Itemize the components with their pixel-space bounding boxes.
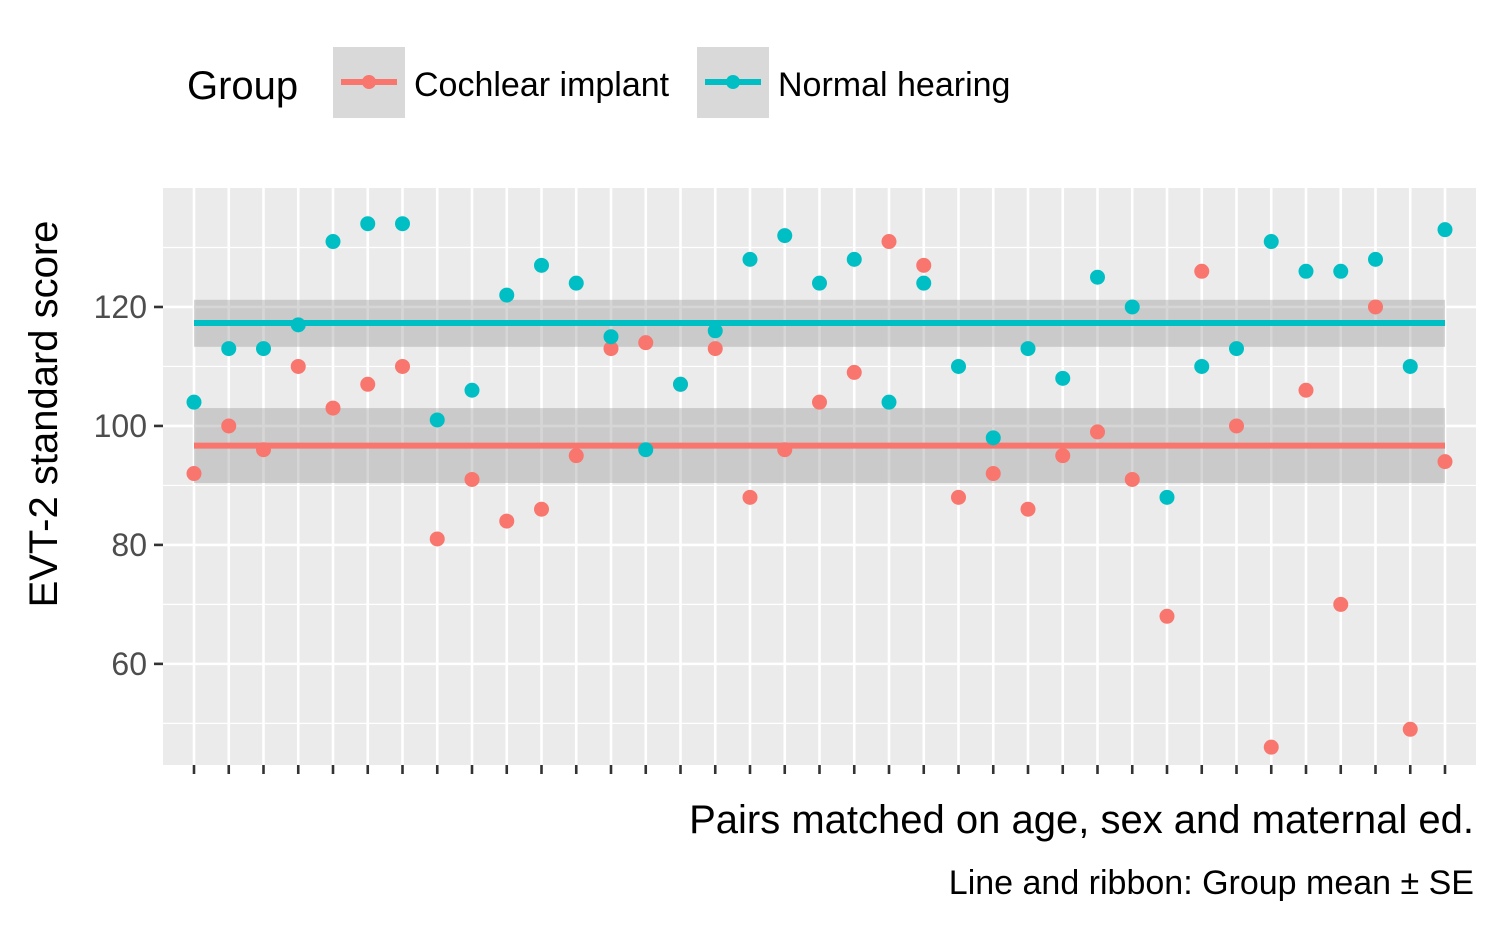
point-normal-hearing-31 <box>1229 341 1244 357</box>
point-cochlear-implant-10 <box>499 513 515 529</box>
point-cochlear-implant-33 <box>1298 382 1314 398</box>
point-cochlear-implant-28 <box>1124 471 1140 487</box>
point-normal-hearing-22 <box>916 275 932 291</box>
legend-label-cochlear-implant: Cochlear implant <box>414 66 670 104</box>
y-tick-label-120: 120 <box>94 289 147 325</box>
point-cochlear-implant-25 <box>1020 501 1036 517</box>
mean-lines <box>194 320 1445 449</box>
point-normal-hearing-16 <box>707 323 723 339</box>
point-normal-hearing-20 <box>846 251 862 267</box>
point-normal-hearing-2 <box>221 341 237 357</box>
x-axis <box>192 765 1447 774</box>
point-normal-hearing-10 <box>499 287 515 303</box>
point-cochlear-implant-35 <box>1368 299 1383 315</box>
point-normal-hearing-18 <box>777 228 793 244</box>
point-normal-hearing-17 <box>742 251 758 267</box>
point-cochlear-implant-3 <box>256 442 271 458</box>
point-cochlear-implant-1 <box>186 466 202 482</box>
point-cochlear-implant-22 <box>916 257 932 273</box>
point-normal-hearing-34 <box>1333 263 1349 279</box>
point-cochlear-implant-18 <box>777 442 793 458</box>
y-tick-label-60: 60 <box>111 646 147 682</box>
caption: Line and ribbon: Group mean ± SE <box>949 864 1474 902</box>
point-cochlear-implant-19 <box>812 394 827 410</box>
point-cochlear-implant-14 <box>638 335 654 351</box>
point-normal-hearing-25 <box>1020 341 1036 357</box>
point-normal-hearing-36 <box>1402 358 1418 374</box>
point-cochlear-implant-7 <box>395 358 410 374</box>
point-normal-hearing-23 <box>951 358 966 374</box>
point-cochlear-implant-4 <box>290 358 306 374</box>
point-normal-hearing-6 <box>360 216 376 232</box>
point-cochlear-implant-30 <box>1194 263 1210 279</box>
point-normal-hearing-14 <box>638 442 654 458</box>
point-cochlear-implant-36 <box>1402 721 1418 737</box>
x-axis-label: Pairs matched on age, sex and maternal e… <box>689 798 1474 842</box>
point-normal-hearing-32 <box>1263 234 1279 250</box>
point-cochlear-implant-12 <box>568 448 584 464</box>
legend: Group Cochlear implant Normal hearing <box>187 47 1010 118</box>
point-cochlear-implant-9 <box>464 471 480 487</box>
y-tick-label-80: 80 <box>111 527 147 563</box>
legend-title: Group <box>187 64 298 108</box>
point-cochlear-implant-31 <box>1229 418 1244 434</box>
point-normal-hearing-12 <box>568 275 584 291</box>
point-normal-hearing-28 <box>1124 299 1140 315</box>
point-normal-hearing-3 <box>256 341 271 357</box>
legend-label-normal-hearing: Normal hearing <box>778 66 1010 104</box>
point-cochlear-implant-2 <box>221 418 237 434</box>
point-normal-hearing-30 <box>1194 358 1210 374</box>
point-cochlear-implant-34 <box>1333 596 1349 612</box>
point-cochlear-implant-20 <box>846 364 862 380</box>
legend-point-normal-hearing <box>726 75 740 89</box>
point-cochlear-implant-6 <box>360 376 376 392</box>
point-normal-hearing-5 <box>325 234 341 250</box>
point-cochlear-implant-27 <box>1090 424 1105 440</box>
point-normal-hearing-11 <box>534 257 549 273</box>
point-normal-hearing-4 <box>290 317 306 333</box>
point-cochlear-implant-5 <box>325 400 341 416</box>
y-tick-label-100: 100 <box>94 408 147 444</box>
point-normal-hearing-15 <box>673 376 688 392</box>
point-normal-hearing-1 <box>186 394 202 410</box>
point-normal-hearing-9 <box>464 382 480 398</box>
major-gridlines <box>163 188 1476 765</box>
point-normal-hearing-27 <box>1090 269 1105 285</box>
legend-point-cochlear-implant <box>362 75 376 89</box>
point-normal-hearing-21 <box>881 394 897 410</box>
point-cochlear-implant-24 <box>985 466 1001 482</box>
data-points <box>186 216 1453 755</box>
point-cochlear-implant-37 <box>1437 454 1453 470</box>
point-normal-hearing-35 <box>1368 251 1383 267</box>
point-normal-hearing-33 <box>1298 263 1314 279</box>
y-axis-label: EVT-2 standard score <box>22 221 66 608</box>
point-cochlear-implant-16 <box>707 341 723 357</box>
point-cochlear-implant-11 <box>534 501 549 517</box>
point-cochlear-implant-17 <box>742 489 758 505</box>
point-normal-hearing-19 <box>812 275 827 291</box>
point-normal-hearing-37 <box>1437 222 1453 238</box>
point-normal-hearing-29 <box>1159 489 1175 505</box>
point-cochlear-implant-23 <box>951 489 966 505</box>
point-normal-hearing-7 <box>395 216 410 232</box>
point-cochlear-implant-29 <box>1159 608 1175 624</box>
point-cochlear-implant-8 <box>429 531 445 547</box>
point-normal-hearing-13 <box>603 329 619 345</box>
point-cochlear-implant-13 <box>603 341 619 357</box>
point-cochlear-implant-21 <box>881 234 897 250</box>
point-normal-hearing-26 <box>1055 370 1071 386</box>
point-cochlear-implant-32 <box>1263 739 1279 755</box>
point-cochlear-implant-26 <box>1055 448 1071 464</box>
point-normal-hearing-8 <box>429 412 445 428</box>
y-axis: 60 80 100 120 <box>94 289 163 682</box>
point-normal-hearing-24 <box>985 430 1001 446</box>
